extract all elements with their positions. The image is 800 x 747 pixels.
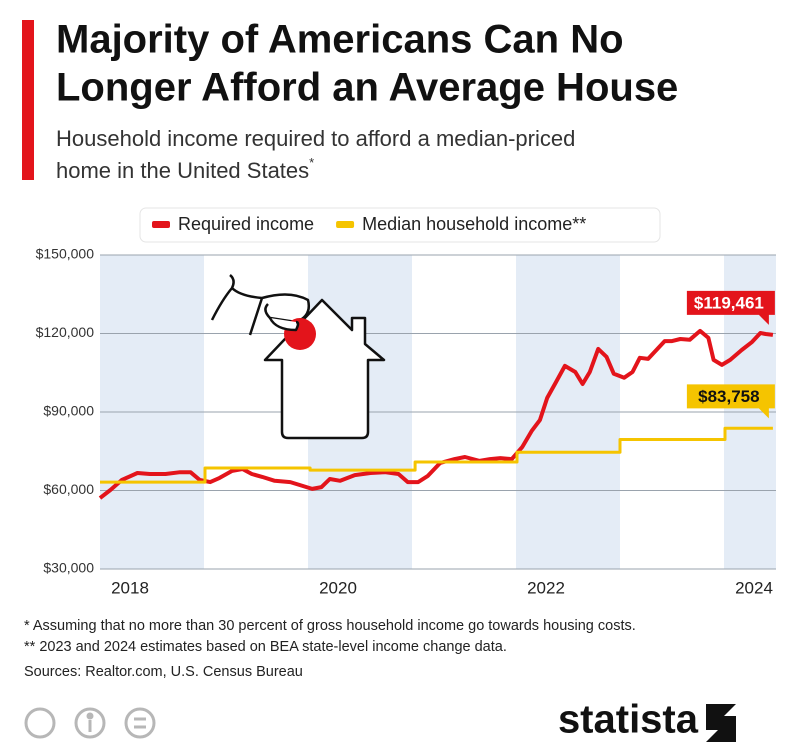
legend-box (139, 207, 661, 243)
license-icons (24, 707, 156, 739)
chart-title: Longer Afford an Average House (56, 66, 678, 110)
legend-swatch (336, 221, 355, 228)
subtitle: home in the United States* (56, 155, 314, 182)
x-tick-label: 2022 (527, 578, 565, 597)
value-label: $119,461 (694, 293, 764, 312)
footnote: ** 2023 and 2024 estimates based on BEA … (24, 639, 507, 655)
y-tick-label: $150,000 (36, 246, 95, 262)
accent-bar (22, 20, 34, 180)
x-tick-label: 2018 (111, 578, 149, 597)
legend: Required income Median household income** (139, 207, 661, 243)
x-tick-label: 2020 (319, 578, 357, 597)
footnote: * Assuming that no more than 30 percent … (24, 618, 636, 634)
value-label: $83,758 (698, 387, 759, 406)
legend-label: Median household income** (362, 214, 586, 234)
callout: $83,758 (686, 384, 775, 419)
callout: $119,461 (686, 290, 775, 325)
house-icon (210, 274, 386, 440)
plot-area: 2018 2020 2022 2024 $30,000 $60,000 $90,000 $12… (36, 246, 776, 597)
series-line (98, 328, 774, 500)
y-tick-label: $30,000 (43, 560, 94, 576)
y-tick-label: $60,000 (43, 481, 94, 497)
chart-title: Majority of Americans Can No (56, 18, 624, 62)
legend-label: Required income (178, 214, 314, 234)
brand-logo (706, 704, 736, 742)
brand: statista (558, 698, 699, 742)
subtitle-text: home in the United States (56, 158, 309, 183)
y-tick-label: $90,000 (43, 403, 94, 419)
legend-swatch (152, 221, 170, 228)
callout-box (686, 384, 775, 419)
callout-box (686, 290, 775, 325)
source: Sources: Realtor.com, U.S. Census Bureau (24, 664, 303, 680)
series-line (100, 426, 773, 484)
subtitle-note: * (309, 155, 314, 170)
y-tick-label: $120,000 (36, 324, 95, 340)
x-tick-label: 2024 (735, 578, 773, 597)
subtitle: Household income required to afford a me… (56, 126, 575, 151)
